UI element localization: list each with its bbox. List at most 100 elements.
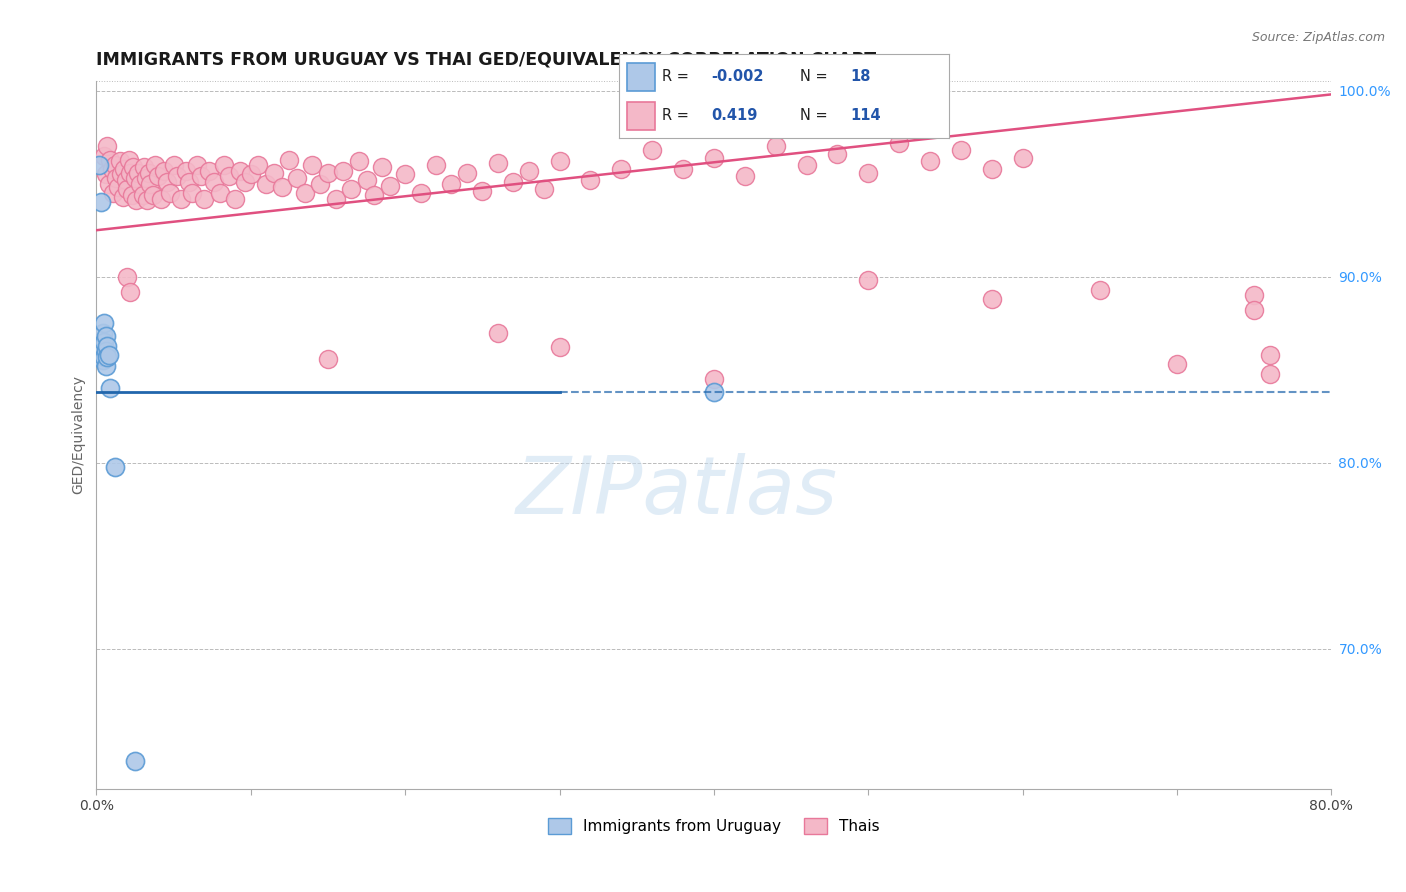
Point	[263, 165, 285, 179]
Point	[325, 192, 347, 206]
Point	[90, 195, 112, 210]
Point	[1088, 283, 1111, 297]
Text: -0.002: -0.002	[711, 70, 763, 85]
Point	[94, 329, 117, 343]
Text: 0.419: 0.419	[711, 108, 758, 123]
Point	[332, 163, 354, 178]
Text: Source: ZipAtlas.com: Source: ZipAtlas.com	[1251, 31, 1385, 45]
Point	[229, 163, 252, 178]
Point	[1258, 348, 1281, 362]
Point	[425, 158, 447, 172]
Point	[118, 153, 141, 167]
Point	[174, 163, 197, 178]
Point	[610, 161, 633, 176]
Point	[858, 165, 880, 179]
Point	[115, 269, 138, 284]
Point	[162, 158, 184, 172]
Point	[105, 171, 128, 186]
Point	[918, 154, 941, 169]
Point	[136, 194, 159, 208]
Point	[93, 350, 115, 364]
Point	[1243, 303, 1265, 318]
Point	[124, 171, 146, 186]
Point	[672, 161, 695, 176]
Text: IMMIGRANTS FROM URUGUAY VS THAI GED/EQUIVALENCY CORRELATION CHART: IMMIGRANTS FROM URUGUAY VS THAI GED/EQUI…	[97, 51, 876, 69]
Point	[198, 163, 221, 178]
Point	[254, 177, 277, 191]
Y-axis label: GED/Equivalency: GED/Equivalency	[72, 376, 86, 494]
Point	[233, 175, 256, 189]
Point	[294, 186, 316, 200]
Point	[202, 175, 225, 189]
Point	[980, 292, 1002, 306]
Point	[103, 186, 125, 200]
Point	[889, 136, 911, 150]
Text: R =: R =	[662, 108, 689, 123]
Point	[218, 169, 240, 184]
Point	[107, 180, 129, 194]
Point	[471, 184, 494, 198]
Point	[278, 153, 301, 167]
Point	[734, 169, 756, 184]
Point	[456, 165, 478, 179]
Point	[371, 160, 394, 174]
Point	[340, 182, 363, 196]
Point	[153, 163, 176, 178]
Point	[156, 175, 179, 189]
Point	[98, 153, 121, 167]
Point	[224, 192, 246, 206]
Point	[703, 151, 725, 165]
Point	[394, 168, 416, 182]
Point	[98, 381, 121, 395]
Point	[134, 160, 156, 174]
Point	[1258, 367, 1281, 381]
Point	[247, 158, 270, 172]
Point	[120, 165, 142, 179]
Point	[208, 186, 231, 200]
Point	[94, 344, 117, 359]
Point	[1011, 151, 1033, 165]
Point	[142, 187, 165, 202]
Point	[703, 372, 725, 386]
Point	[93, 149, 115, 163]
Point	[93, 334, 115, 349]
Point	[121, 187, 143, 202]
Point	[858, 273, 880, 287]
Point	[94, 359, 117, 373]
Point	[409, 186, 432, 200]
Point	[159, 186, 181, 200]
Point	[170, 192, 193, 206]
Text: 114: 114	[849, 108, 880, 123]
Text: ZIPatlas: ZIPatlas	[516, 452, 838, 531]
Point	[97, 348, 120, 362]
Point	[91, 326, 114, 340]
Point	[186, 158, 208, 172]
Point	[316, 351, 339, 366]
Point	[150, 192, 173, 206]
Point	[110, 168, 132, 182]
Text: R =: R =	[662, 70, 689, 85]
Point	[94, 168, 117, 182]
Point	[91, 341, 114, 355]
Point	[115, 182, 138, 196]
Point	[91, 353, 114, 368]
Point	[104, 459, 127, 474]
Bar	[627, 102, 655, 130]
Point	[796, 158, 818, 172]
Point	[128, 177, 150, 191]
Point	[533, 182, 555, 196]
Point	[177, 175, 200, 189]
Point	[285, 171, 308, 186]
Point	[93, 316, 115, 330]
Point	[135, 171, 157, 186]
Point	[139, 177, 162, 191]
Point	[270, 180, 292, 194]
Point	[363, 187, 385, 202]
Point	[765, 139, 787, 153]
Point	[114, 173, 136, 187]
Point	[347, 154, 370, 169]
Point	[146, 169, 169, 184]
Point	[502, 175, 524, 189]
Text: N =: N =	[800, 70, 828, 85]
Point	[112, 161, 135, 176]
